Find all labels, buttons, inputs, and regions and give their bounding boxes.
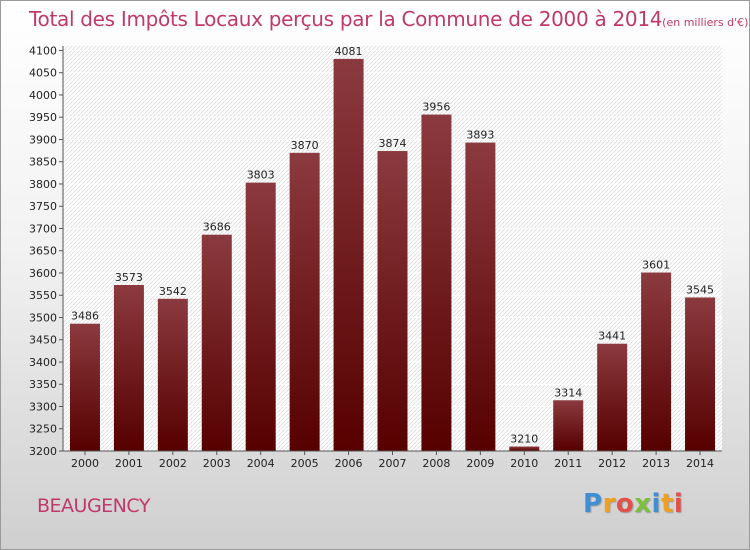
value-label: 3314 (554, 386, 582, 399)
x-tick-label: 2012 (598, 457, 626, 470)
x-axis: 2000 2001 2002 2003 2004 2005 2006 2007 2008 2009… (63, 450, 722, 470)
y-tick-label: 3650 (29, 245, 57, 258)
logo-letter: r (602, 489, 616, 519)
bar-2006 (333, 58, 364, 452)
x-tick-label: 2007 (379, 457, 407, 470)
x-tick-label: 2003 (203, 457, 231, 470)
bar-2007 (377, 151, 408, 452)
x-tick-label: 2010 (510, 457, 538, 470)
bar-2009 (465, 142, 496, 452)
y-tick-label: 3900 (29, 133, 57, 146)
chart-title-unit: (en milliers d'€) (662, 16, 749, 29)
bar-2002 (157, 298, 188, 451)
x-tick-label: 2001 (115, 457, 143, 470)
logo-letter: i (673, 489, 684, 519)
y-tick-label: 4050 (29, 67, 57, 80)
y-tick-label: 4000 (29, 89, 57, 102)
value-label: 3210 (510, 433, 538, 446)
x-tick-label: 2004 (247, 457, 275, 470)
value-label: 3874 (379, 137, 407, 150)
value-label: 3893 (466, 129, 494, 142)
y-tick-label: 3600 (29, 267, 57, 280)
x-tick-label: 2002 (159, 457, 187, 470)
y-tick-label: 3850 (29, 156, 57, 169)
bar-2008 (421, 114, 452, 452)
x-tick-label: 2005 (291, 457, 319, 470)
value-label: 3686 (203, 221, 231, 234)
x-tick-label: 2014 (686, 457, 714, 470)
x-tick-label: 2008 (422, 457, 450, 470)
chart-title-text: Total des Impôts Locaux perçus par la Co… (29, 7, 663, 31)
y-tick-label: 3450 (29, 334, 57, 347)
commune-name: BEAUGENCY (37, 495, 150, 517)
x-tick-label: 2009 (466, 457, 494, 470)
x-tick-label: 2011 (554, 457, 582, 470)
bar-2005 (289, 152, 320, 452)
value-label: 3803 (247, 169, 275, 182)
logo-letter: t (660, 489, 674, 519)
proxiti-logo: Proxiti (583, 489, 683, 519)
y-tick-label: 3750 (29, 200, 57, 213)
x-tick-label: 2013 (642, 457, 670, 470)
x-tick-label: 2000 (71, 457, 99, 470)
bar-2012 (597, 343, 628, 451)
bar-2013 (641, 272, 672, 451)
y-tick-label: 3350 (29, 378, 57, 391)
bar-2010 (509, 446, 540, 451)
value-label: 3545 (686, 283, 714, 296)
y-tick-label: 3400 (29, 356, 57, 369)
logo-letter: o (615, 489, 635, 519)
value-label: 3956 (422, 101, 450, 114)
logo-letter: i (651, 489, 661, 519)
value-label: 3870 (291, 139, 319, 152)
bar-2011 (553, 400, 584, 451)
bar-2001 (113, 284, 144, 451)
y-tick-label: 3250 (29, 423, 57, 436)
y-tick-label: 4100 (29, 44, 57, 57)
y-tick-label: 3550 (29, 289, 57, 302)
y-tick-label: 3300 (29, 400, 57, 413)
x-tick-label: 2006 (335, 457, 363, 470)
y-tick-label: 3700 (29, 222, 57, 235)
bars: 3486 3573 3542 3686 3803 3870 4081 3874 3956 3893… (69, 45, 716, 452)
bar-2000 (69, 323, 100, 451)
y-tick-label: 3200 (29, 445, 57, 458)
value-label: 3486 (71, 310, 99, 323)
value-label: 3441 (598, 330, 626, 343)
y-tick-label: 3500 (29, 311, 57, 324)
y-tick-label: 3800 (29, 178, 57, 191)
value-label: 3573 (115, 271, 143, 284)
value-label: 3542 (159, 285, 187, 298)
value-label: 4081 (335, 45, 363, 58)
y-axis: 3200 3250 3300 3350 3400 3450 3500 3550 3600 3650… (29, 44, 64, 458)
value-label: 3601 (642, 259, 670, 272)
chart-title: Total des Impôts Locaux perçus par la Co… (29, 7, 748, 31)
bar-2004 (245, 182, 276, 451)
bar-2003 (201, 234, 232, 451)
y-tick-label: 3950 (29, 111, 57, 124)
logo-letter: x (634, 489, 652, 519)
logo-letter: P (583, 489, 603, 519)
bar-2014 (685, 297, 716, 451)
